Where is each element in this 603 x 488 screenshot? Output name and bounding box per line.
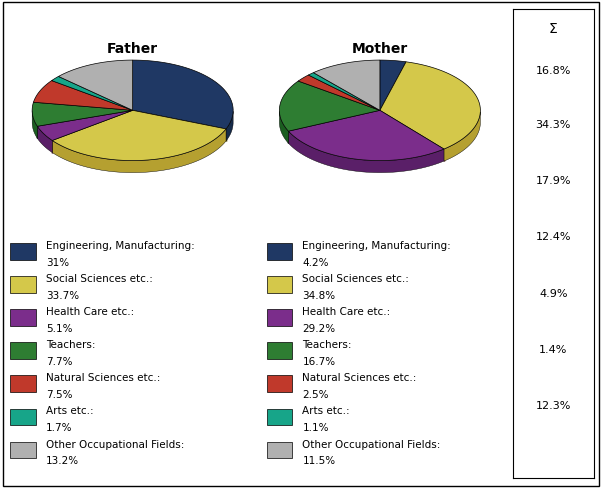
Text: Health Care etc.:: Health Care etc.:: [46, 306, 134, 317]
Text: 29.2%: 29.2%: [302, 323, 335, 333]
Text: 12.3%: 12.3%: [535, 401, 571, 410]
Polygon shape: [32, 111, 37, 139]
Text: Natural Sciences etc.:: Natural Sciences etc.:: [46, 373, 160, 383]
Text: 31%: 31%: [46, 257, 69, 267]
FancyBboxPatch shape: [10, 310, 36, 326]
Text: Σ: Σ: [549, 21, 558, 36]
FancyBboxPatch shape: [10, 277, 36, 293]
Text: 34.3%: 34.3%: [535, 120, 571, 129]
FancyBboxPatch shape: [267, 343, 292, 359]
Polygon shape: [34, 81, 133, 111]
Polygon shape: [37, 127, 52, 153]
Polygon shape: [279, 112, 288, 144]
FancyBboxPatch shape: [267, 244, 292, 260]
FancyBboxPatch shape: [267, 409, 292, 425]
FancyBboxPatch shape: [267, 310, 292, 326]
Text: 2.5%: 2.5%: [302, 389, 329, 399]
Title: Father: Father: [107, 42, 158, 56]
Text: Engineering, Manufacturing:: Engineering, Manufacturing:: [46, 241, 195, 251]
Text: 12.4%: 12.4%: [535, 232, 571, 242]
Text: Social Sciences etc.:: Social Sciences etc.:: [302, 274, 409, 284]
Text: Natural Sciences etc.:: Natural Sciences etc.:: [302, 373, 417, 383]
Polygon shape: [314, 61, 380, 111]
Polygon shape: [52, 77, 133, 111]
FancyBboxPatch shape: [10, 376, 36, 392]
Polygon shape: [58, 61, 133, 111]
Text: 33.7%: 33.7%: [46, 290, 79, 300]
FancyBboxPatch shape: [267, 277, 292, 293]
Polygon shape: [52, 130, 226, 173]
Polygon shape: [380, 62, 481, 150]
Polygon shape: [444, 113, 481, 162]
Polygon shape: [133, 61, 233, 130]
FancyBboxPatch shape: [267, 376, 292, 392]
Text: 34.8%: 34.8%: [302, 290, 335, 300]
Text: 1.7%: 1.7%: [46, 422, 72, 432]
Text: 16.8%: 16.8%: [535, 66, 571, 76]
Text: 5.1%: 5.1%: [46, 323, 72, 333]
Text: 4.9%: 4.9%: [539, 288, 567, 298]
Polygon shape: [288, 111, 444, 161]
Text: 1.4%: 1.4%: [539, 345, 567, 354]
Polygon shape: [288, 132, 444, 173]
Polygon shape: [226, 112, 233, 142]
Text: Other Occupational Fields:: Other Occupational Fields:: [302, 439, 441, 448]
Text: 17.9%: 17.9%: [535, 176, 571, 186]
Text: Engineering, Manufacturing:: Engineering, Manufacturing:: [302, 241, 451, 251]
FancyBboxPatch shape: [10, 244, 36, 260]
Text: 11.5%: 11.5%: [302, 455, 335, 465]
Polygon shape: [32, 103, 133, 127]
Text: 4.2%: 4.2%: [302, 257, 329, 267]
FancyBboxPatch shape: [10, 409, 36, 425]
Text: 13.2%: 13.2%: [46, 455, 79, 465]
FancyBboxPatch shape: [10, 343, 36, 359]
Text: 7.5%: 7.5%: [46, 389, 72, 399]
Text: Teachers:: Teachers:: [46, 340, 96, 349]
Polygon shape: [52, 111, 226, 161]
Text: 7.7%: 7.7%: [46, 356, 72, 366]
Title: Mother: Mother: [352, 42, 408, 56]
Text: 16.7%: 16.7%: [302, 356, 335, 366]
FancyBboxPatch shape: [267, 442, 292, 458]
Text: 1.1%: 1.1%: [302, 422, 329, 432]
Text: Health Care etc.:: Health Care etc.:: [302, 306, 391, 317]
Text: Arts etc.:: Arts etc.:: [46, 406, 93, 416]
FancyBboxPatch shape: [10, 442, 36, 458]
Text: Arts etc.:: Arts etc.:: [302, 406, 350, 416]
Polygon shape: [279, 82, 380, 132]
Polygon shape: [380, 61, 406, 111]
Polygon shape: [298, 76, 380, 111]
Text: Teachers:: Teachers:: [302, 340, 352, 349]
Polygon shape: [308, 74, 380, 111]
Text: Social Sciences etc.:: Social Sciences etc.:: [46, 274, 153, 284]
Polygon shape: [37, 111, 133, 141]
Text: Other Occupational Fields:: Other Occupational Fields:: [46, 439, 185, 448]
